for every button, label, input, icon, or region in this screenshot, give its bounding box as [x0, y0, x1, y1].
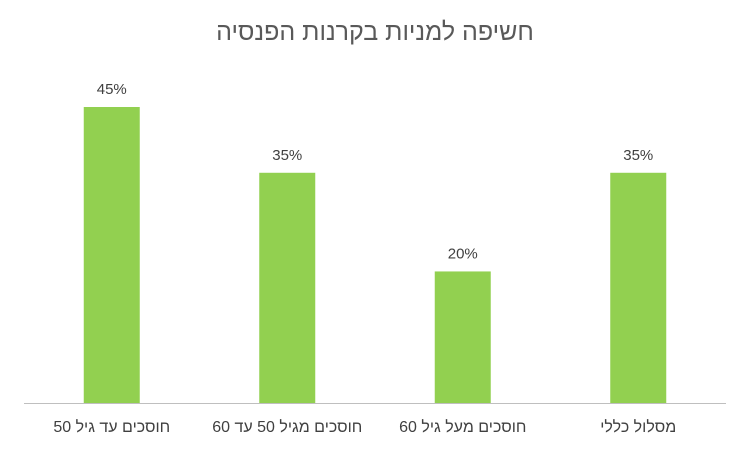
bar: [610, 172, 667, 403]
data-label: 20%: [448, 245, 478, 262]
x-tick-label: חוסכים מגיל 50 עד 60: [212, 418, 362, 436]
chart-title: חשיפה למניות בקרנות הפנסיה: [216, 18, 534, 46]
data-label: 35%: [272, 147, 302, 164]
x-tick-label: חוסכים מעל גיל 60: [399, 418, 526, 436]
bar: [83, 107, 140, 403]
data-label: 35%: [623, 147, 653, 164]
data-label: 45%: [97, 81, 127, 98]
x-tick-label: מסלול כללי: [600, 418, 676, 436]
bar: [259, 172, 316, 403]
x-tick-label: חוסכים עד גיל 50: [53, 418, 170, 436]
bar: [434, 271, 491, 403]
